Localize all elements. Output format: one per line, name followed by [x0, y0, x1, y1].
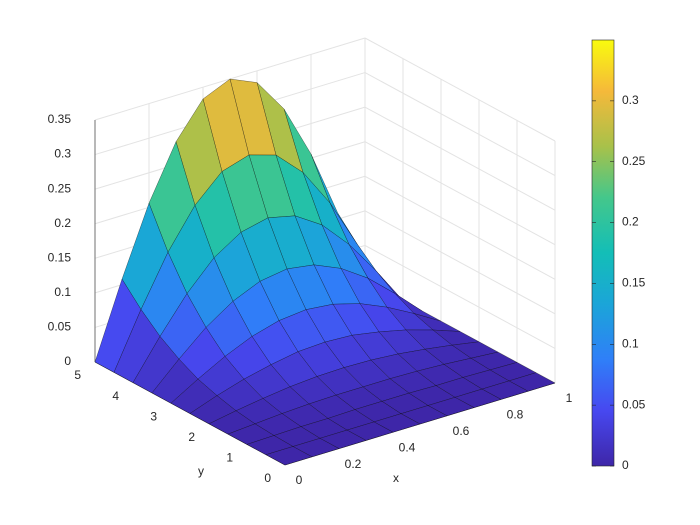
y-tick-label: 1 [226, 451, 233, 465]
y-tick-label: 4 [112, 389, 119, 403]
colorbar-tick-label: 0.3 [622, 93, 639, 107]
y-tick-label: 2 [188, 430, 195, 444]
x-tick-label: 0.4 [399, 440, 416, 454]
y-tick-label: 5 [74, 368, 81, 382]
grid-line [364, 141, 556, 246]
colorbar-tick-label: 0.15 [622, 276, 646, 290]
grid-line [364, 210, 556, 315]
y-axis-label: y [198, 464, 204, 478]
x-axis-label: x [393, 471, 399, 485]
axis-labels: x y [198, 464, 399, 485]
colorbar-fill [591, 39, 615, 467]
grid-line [364, 175, 556, 280]
colorbar: 0 0.05 0.1 0.15 0.2 0.25 0.3 [591, 39, 646, 472]
grid-line [364, 244, 556, 349]
z-tick-label: 0.1 [54, 285, 71, 299]
surface [94, 78, 556, 466]
colorbar-tick-label: 0.05 [622, 397, 646, 411]
x-tick-label: 0 [296, 473, 303, 487]
x-tick-label: 0.2 [345, 457, 362, 471]
z-tick-label: 0.15 [48, 250, 72, 264]
grid-line [364, 106, 556, 211]
z-tick-label: 0.05 [48, 320, 72, 334]
colorbar-tick-label: 0 [622, 458, 629, 472]
colorbar-tick-label: 0.1 [622, 336, 639, 350]
y-tick-label: 0 [264, 471, 271, 485]
z-tick-label: 0.2 [54, 216, 71, 230]
x-tick-label: 0.6 [453, 424, 470, 438]
z-tick-label: 0.25 [48, 181, 72, 195]
colorbar-tick-label: 0.2 [622, 215, 639, 229]
y-tick-label: 3 [150, 409, 157, 423]
z-tick-label: 0.3 [54, 147, 71, 161]
x-tick-label: 0.8 [507, 408, 524, 422]
surface-patch [265, 446, 313, 466]
colorbar-tick-label: 0.25 [622, 154, 646, 168]
x-tick-label: 1 [566, 391, 573, 405]
grid-line [364, 72, 556, 177]
grid-line [364, 37, 556, 142]
z-tick-label: 0.35 [48, 112, 72, 126]
z-tick-label: 0 [64, 354, 71, 368]
